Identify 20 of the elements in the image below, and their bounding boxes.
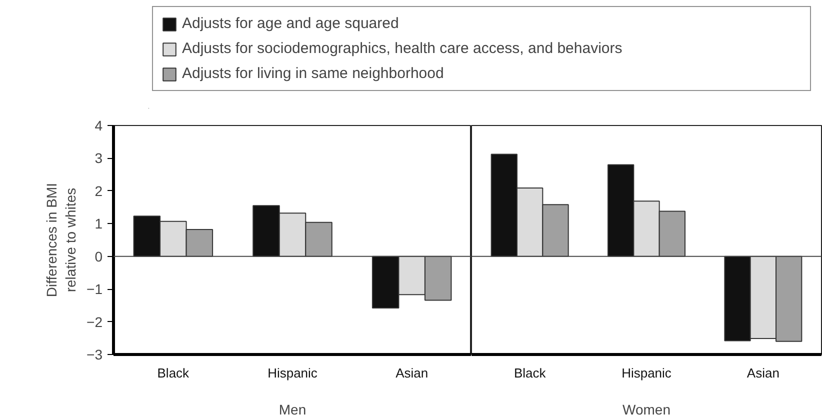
x-tick-label: Asian	[746, 366, 780, 380]
x-tick-label: Black	[514, 366, 546, 380]
x-tick-label: Asian	[396, 366, 428, 380]
legend-label: Adjusts for living in same neighborhood	[182, 65, 445, 82]
x-axis-title: Women	[622, 402, 670, 418]
y-tick-label: −1	[86, 281, 103, 298]
y-tick-label: 3	[94, 150, 103, 166]
x-tick-label: Hispanic	[622, 366, 672, 380]
x-tick-label: Black	[157, 366, 190, 380]
legend-label: Adjusts for sociodemographics, health care access, and behaviors	[182, 40, 624, 57]
y-tick-label: 1	[94, 216, 103, 232]
y-tick-label: −3	[86, 346, 103, 362]
y-axis-title: Differences in BMI relative to whites	[43, 182, 79, 298]
x-axis-title: Men	[278, 402, 306, 418]
y-tick-label: −2	[86, 314, 103, 330]
y-tick-label: 4	[94, 118, 103, 134]
legend-label: Adjusts for age and age squared	[182, 15, 400, 32]
y-tick-label: 2	[94, 182, 103, 199]
y-tick-label: 0	[94, 248, 103, 264]
x-tick-label: Hispanic	[268, 366, 318, 380]
